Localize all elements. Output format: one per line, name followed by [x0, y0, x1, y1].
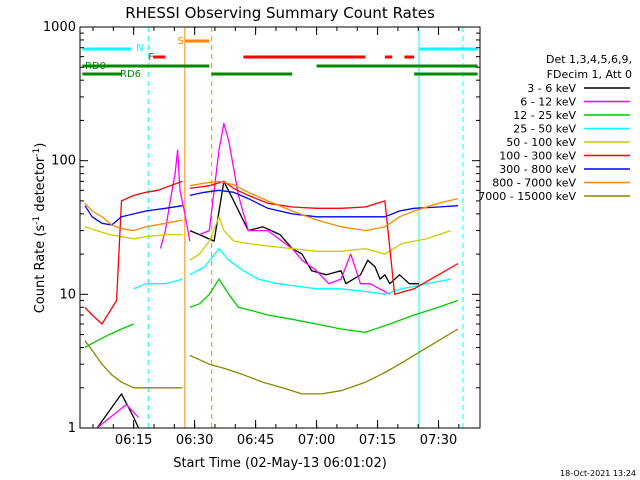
x-tick-label-2: 06:45 [237, 433, 274, 448]
flag-label-f: F [148, 52, 154, 63]
legend-label-6: 300 - 800 keV [499, 163, 576, 176]
legend-header-line-1: Det 1,3,4,5,6,9, [546, 53, 632, 66]
series-line-1-1 [159, 149, 191, 249]
series-line-5-0 [84, 180, 183, 325]
series-line-4-1 [189, 216, 451, 261]
flags-layer: NF S RD0 RD6 [82, 27, 478, 428]
x-tick-label-4: 07:15 [359, 433, 396, 448]
y-tick-label-2: 100 [51, 154, 76, 169]
series-line-0-1 [189, 180, 419, 285]
legend-header-line-2: FDecim 1, Att 0 [547, 68, 632, 81]
axes-layer: 1 10 100 1000 06:15 06:30 06:45 07:00 07:15 07:30 [43, 20, 481, 448]
x-axis-label: Start Time (02-May-13 06:01:02) [173, 456, 387, 471]
series-line-4-0 [84, 226, 183, 240]
legend-label-3: 25 - 50 keV [513, 123, 576, 136]
y-tick-label-0: 1 [68, 421, 76, 436]
series-line-6-0 [84, 205, 183, 226]
y-tick-label-3: 1000 [43, 20, 76, 35]
legend: Det 1,3,4,5,6,9, FDecim 1, Att 0 3 - 6 k… [478, 53, 632, 203]
x-tick-label-1: 06:30 [176, 433, 213, 448]
legend-label-1: 6 - 12 keV [520, 96, 576, 109]
flag-label-s: S [178, 36, 184, 47]
legend-label-0: 3 - 6 keV [527, 82, 576, 95]
y-tick-label-1: 10 [59, 287, 76, 302]
flag-label-rd0: RD0 [85, 61, 106, 72]
legend-label-8: 7000 - 15000 keV [478, 190, 576, 203]
legend-label-2: 12 - 25 keV [513, 109, 576, 122]
y-axis-label: Count Rate (s-1 detector-1) [32, 143, 48, 314]
legend-label-7: 800 - 7000 keV [492, 177, 576, 190]
series-line-2-0 [84, 323, 134, 349]
series-line-1-0 [96, 403, 139, 429]
flag-label-rd6: RD6 [120, 69, 141, 80]
x-tick-label-5: 07:30 [420, 433, 457, 448]
series-line-2-1 [189, 278, 459, 333]
x-tick-label-0: 06:15 [115, 433, 152, 448]
series-line-8-1 [189, 328, 459, 395]
series-line-3-0 [133, 278, 183, 290]
flag-label-n: N [136, 43, 143, 54]
series-layer [84, 122, 459, 429]
chart-title: RHESSI Observing Summary Count Rates [125, 4, 435, 22]
x-tick-label-3: 07:00 [298, 433, 335, 448]
series-line-7-0 [84, 202, 183, 232]
plot-frame [79, 26, 481, 429]
series-line-7-1 [189, 180, 459, 232]
series-line-3-1 [189, 247, 451, 295]
legend-label-4: 50 - 100 keV [506, 136, 576, 149]
footer-date: 18-Oct-2021 13:24 [560, 469, 636, 478]
series-line-8-0 [84, 340, 183, 389]
series-line-6-1 [189, 189, 459, 218]
legend-label-5: 100 - 300 keV [499, 150, 576, 163]
